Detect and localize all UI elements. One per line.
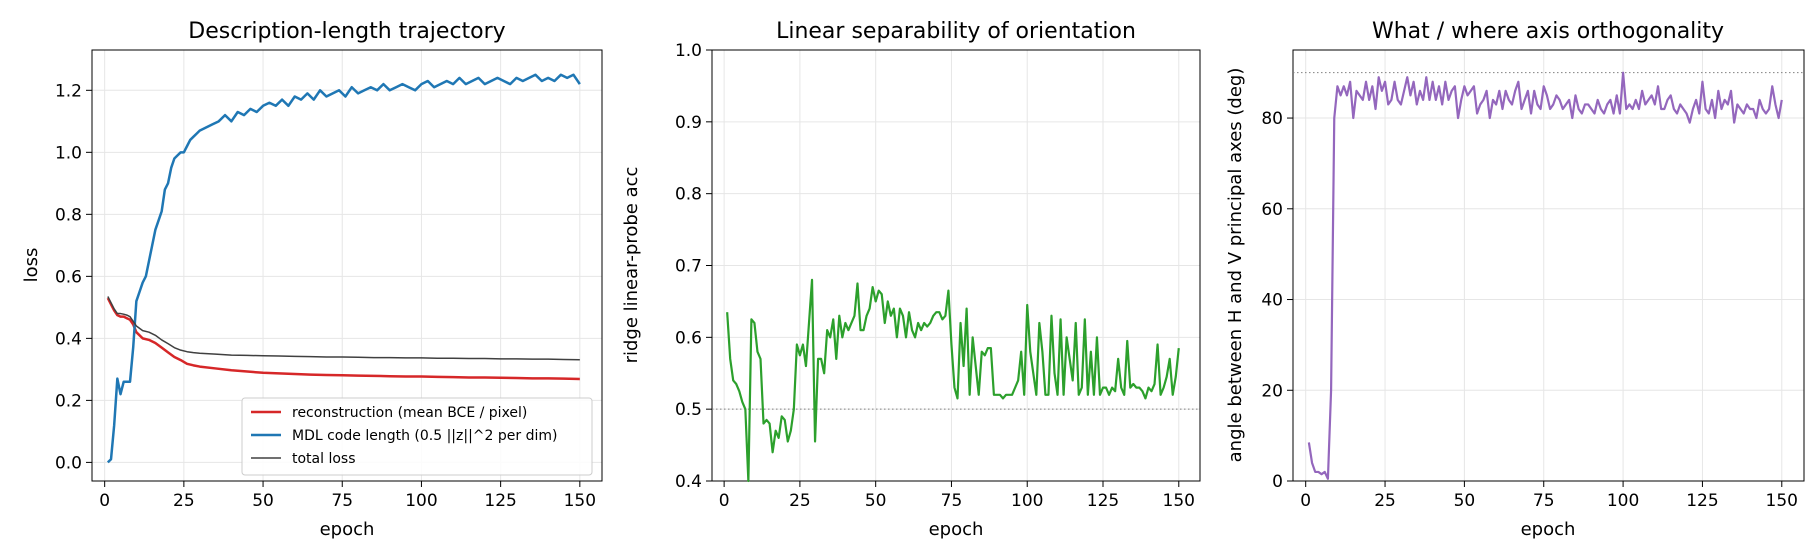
x-tick-label: 125 (1686, 491, 1718, 511)
x-axis-label: epoch (929, 519, 984, 540)
x-axis-label: epoch (1521, 519, 1576, 540)
x-tick-label: 150 (564, 491, 596, 511)
x-tick-label: 0 (1300, 491, 1311, 511)
axis-ticks: 0 25 50 75 100 125 150 0.0 0.2 0.4 0.6 0.8 1.0 1.2 (55, 81, 596, 511)
panel-linear-separability: 0 25 50 75 100 125 150 0.4 0.5 0.6 0.7 0.8 0.9 1.0 Li… (621, 19, 1201, 540)
y-tick-label: 1.2 (55, 81, 82, 101)
series-line-reconstruction (106, 297, 580, 381)
series-line-series-0 (726, 278, 1180, 483)
grid (712, 49, 1200, 482)
series-line-series-0 (1307, 71, 1783, 480)
x-tick-label: 0 (719, 491, 730, 511)
y-tick-label: 0.6 (675, 328, 702, 348)
series-line-total (107, 296, 580, 361)
y-axis-label: loss (21, 248, 42, 283)
legend-label-total: total loss (292, 451, 356, 467)
x-tick-label: 100 (1607, 491, 1639, 511)
y-tick-label: 0.8 (675, 185, 702, 205)
legend-frame (241, 397, 593, 476)
y-tick-label: 0.2 (55, 391, 82, 411)
y-tick-label: 1.0 (675, 41, 702, 61)
series-lines (712, 278, 1200, 483)
chart-title: Linear separability of orientation (776, 19, 1136, 44)
y-tick-label: 0.9 (675, 113, 702, 133)
x-tick-label: 125 (1087, 491, 1119, 511)
y-tick-label: 80 (1261, 109, 1283, 129)
chart-title: What / where axis orthogonality (1372, 19, 1724, 44)
y-tick-label: 60 (1261, 200, 1283, 220)
axis-ticks: 0 25 50 75 100 125 150 0.4 0.5 0.6 0.7 0.8 0.9 1.0 (675, 41, 1195, 511)
legend-label-mdl: MDL code length (0.5 ||z||^2 per dim) (292, 428, 557, 444)
series-lines (1293, 71, 1804, 480)
y-axis-label: ridge linear-probe acc (621, 167, 642, 364)
panel-axis-orthogonality: 0 25 50 75 100 125 150 0 20 40 60 80 What / where a… (1225, 19, 1805, 540)
panel-description-length: 0 25 50 75 100 125 150 0.0 0.2 0.4 0.6 0.8 1.0 1.2 De… (21, 19, 603, 540)
y-tick-label: 0.5 (675, 400, 702, 420)
chart-title: Description-length trajectory (188, 19, 505, 44)
x-tick-label: 25 (1374, 491, 1396, 511)
x-tick-label: 50 (252, 491, 274, 511)
legend-label-reconstruction: reconstruction (mean BCE / pixel) (292, 405, 527, 421)
x-axis-label: epoch (320, 519, 375, 540)
y-tick-label: 40 (1261, 291, 1283, 311)
x-tick-label: 25 (789, 491, 811, 511)
y-tick-label: 0.4 (55, 329, 82, 349)
y-tick-label: 0.0 (55, 453, 82, 473)
x-tick-label: 25 (173, 491, 195, 511)
grid (1293, 50, 1804, 482)
plot-frame (91, 49, 603, 482)
x-tick-label: 150 (1766, 491, 1798, 511)
series-lines (106, 73, 581, 464)
x-tick-label: 0 (99, 491, 110, 511)
x-tick-label: 100 (405, 491, 437, 511)
x-tick-label: 50 (865, 491, 887, 511)
y-tick-label: 0.7 (675, 257, 702, 277)
series-line-mdl (106, 73, 581, 464)
x-tick-label: 125 (484, 491, 516, 511)
y-tick-label: 0.8 (55, 205, 82, 225)
y-tick-label: 1.0 (55, 143, 82, 163)
y-axis-label: angle between H and V principal axes (de… (1225, 68, 1246, 463)
x-tick-label: 150 (1163, 491, 1195, 511)
y-tick-label: 0.4 (675, 472, 702, 492)
x-tick-label: 75 (1533, 491, 1555, 511)
axis-ticks: 0 25 50 75 100 125 150 0 20 40 60 80 (1261, 109, 1798, 511)
y-tick-label: 0 (1272, 472, 1283, 492)
legend: reconstruction (mean BCE / pixel) MDL co… (241, 397, 593, 476)
y-tick-label: 0.6 (55, 267, 82, 287)
x-tick-label: 75 (331, 491, 353, 511)
y-tick-label: 20 (1261, 381, 1283, 401)
plot-frame (1292, 49, 1805, 482)
x-tick-label: 50 (1454, 491, 1476, 511)
grid (92, 50, 602, 481)
x-tick-label: 75 (941, 491, 963, 511)
x-tick-label: 100 (1011, 491, 1043, 511)
